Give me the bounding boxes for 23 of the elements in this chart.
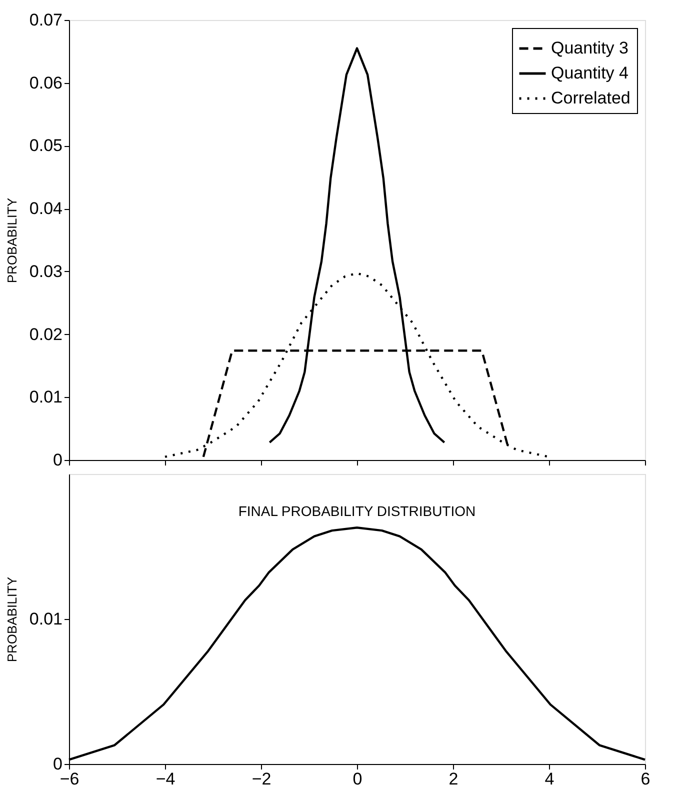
y-tick-label: 0.04 [29,199,62,218]
y-axis-title: PROBABILITY [4,198,20,284]
y-tick-label: 0.05 [29,136,62,156]
x-tick-label: 2 [448,770,458,788]
x-tick-label: −2 [252,770,272,788]
legend-label: Quantity 4 [551,64,628,82]
y-tick-label: 0.02 [29,324,62,344]
y-tick-label: 0.01 [29,610,62,628]
y-tick-label: 0.06 [29,73,62,92]
y-tick-label: 0.01 [29,388,62,407]
legend-label: Quantity 3 [551,38,628,58]
legend-label: Correlated [551,88,630,108]
y-axis-title: PROBABILITY [4,576,20,662]
x-tick-label: 6 [640,770,650,788]
x-tick-label: −4 [156,770,176,788]
y-tick-label: 0 [53,450,62,470]
y-tick-label: 0 [53,754,62,774]
x-tick-label: 4 [544,770,554,788]
x-tick-label: −6 [60,770,80,788]
text: FINAL PROBABILITY DISTRIBUTION [238,503,476,519]
y-tick-label: 0.03 [29,262,62,281]
y-tick-label: 0.07 [29,10,62,30]
x-tick-label: 0 [352,770,362,788]
